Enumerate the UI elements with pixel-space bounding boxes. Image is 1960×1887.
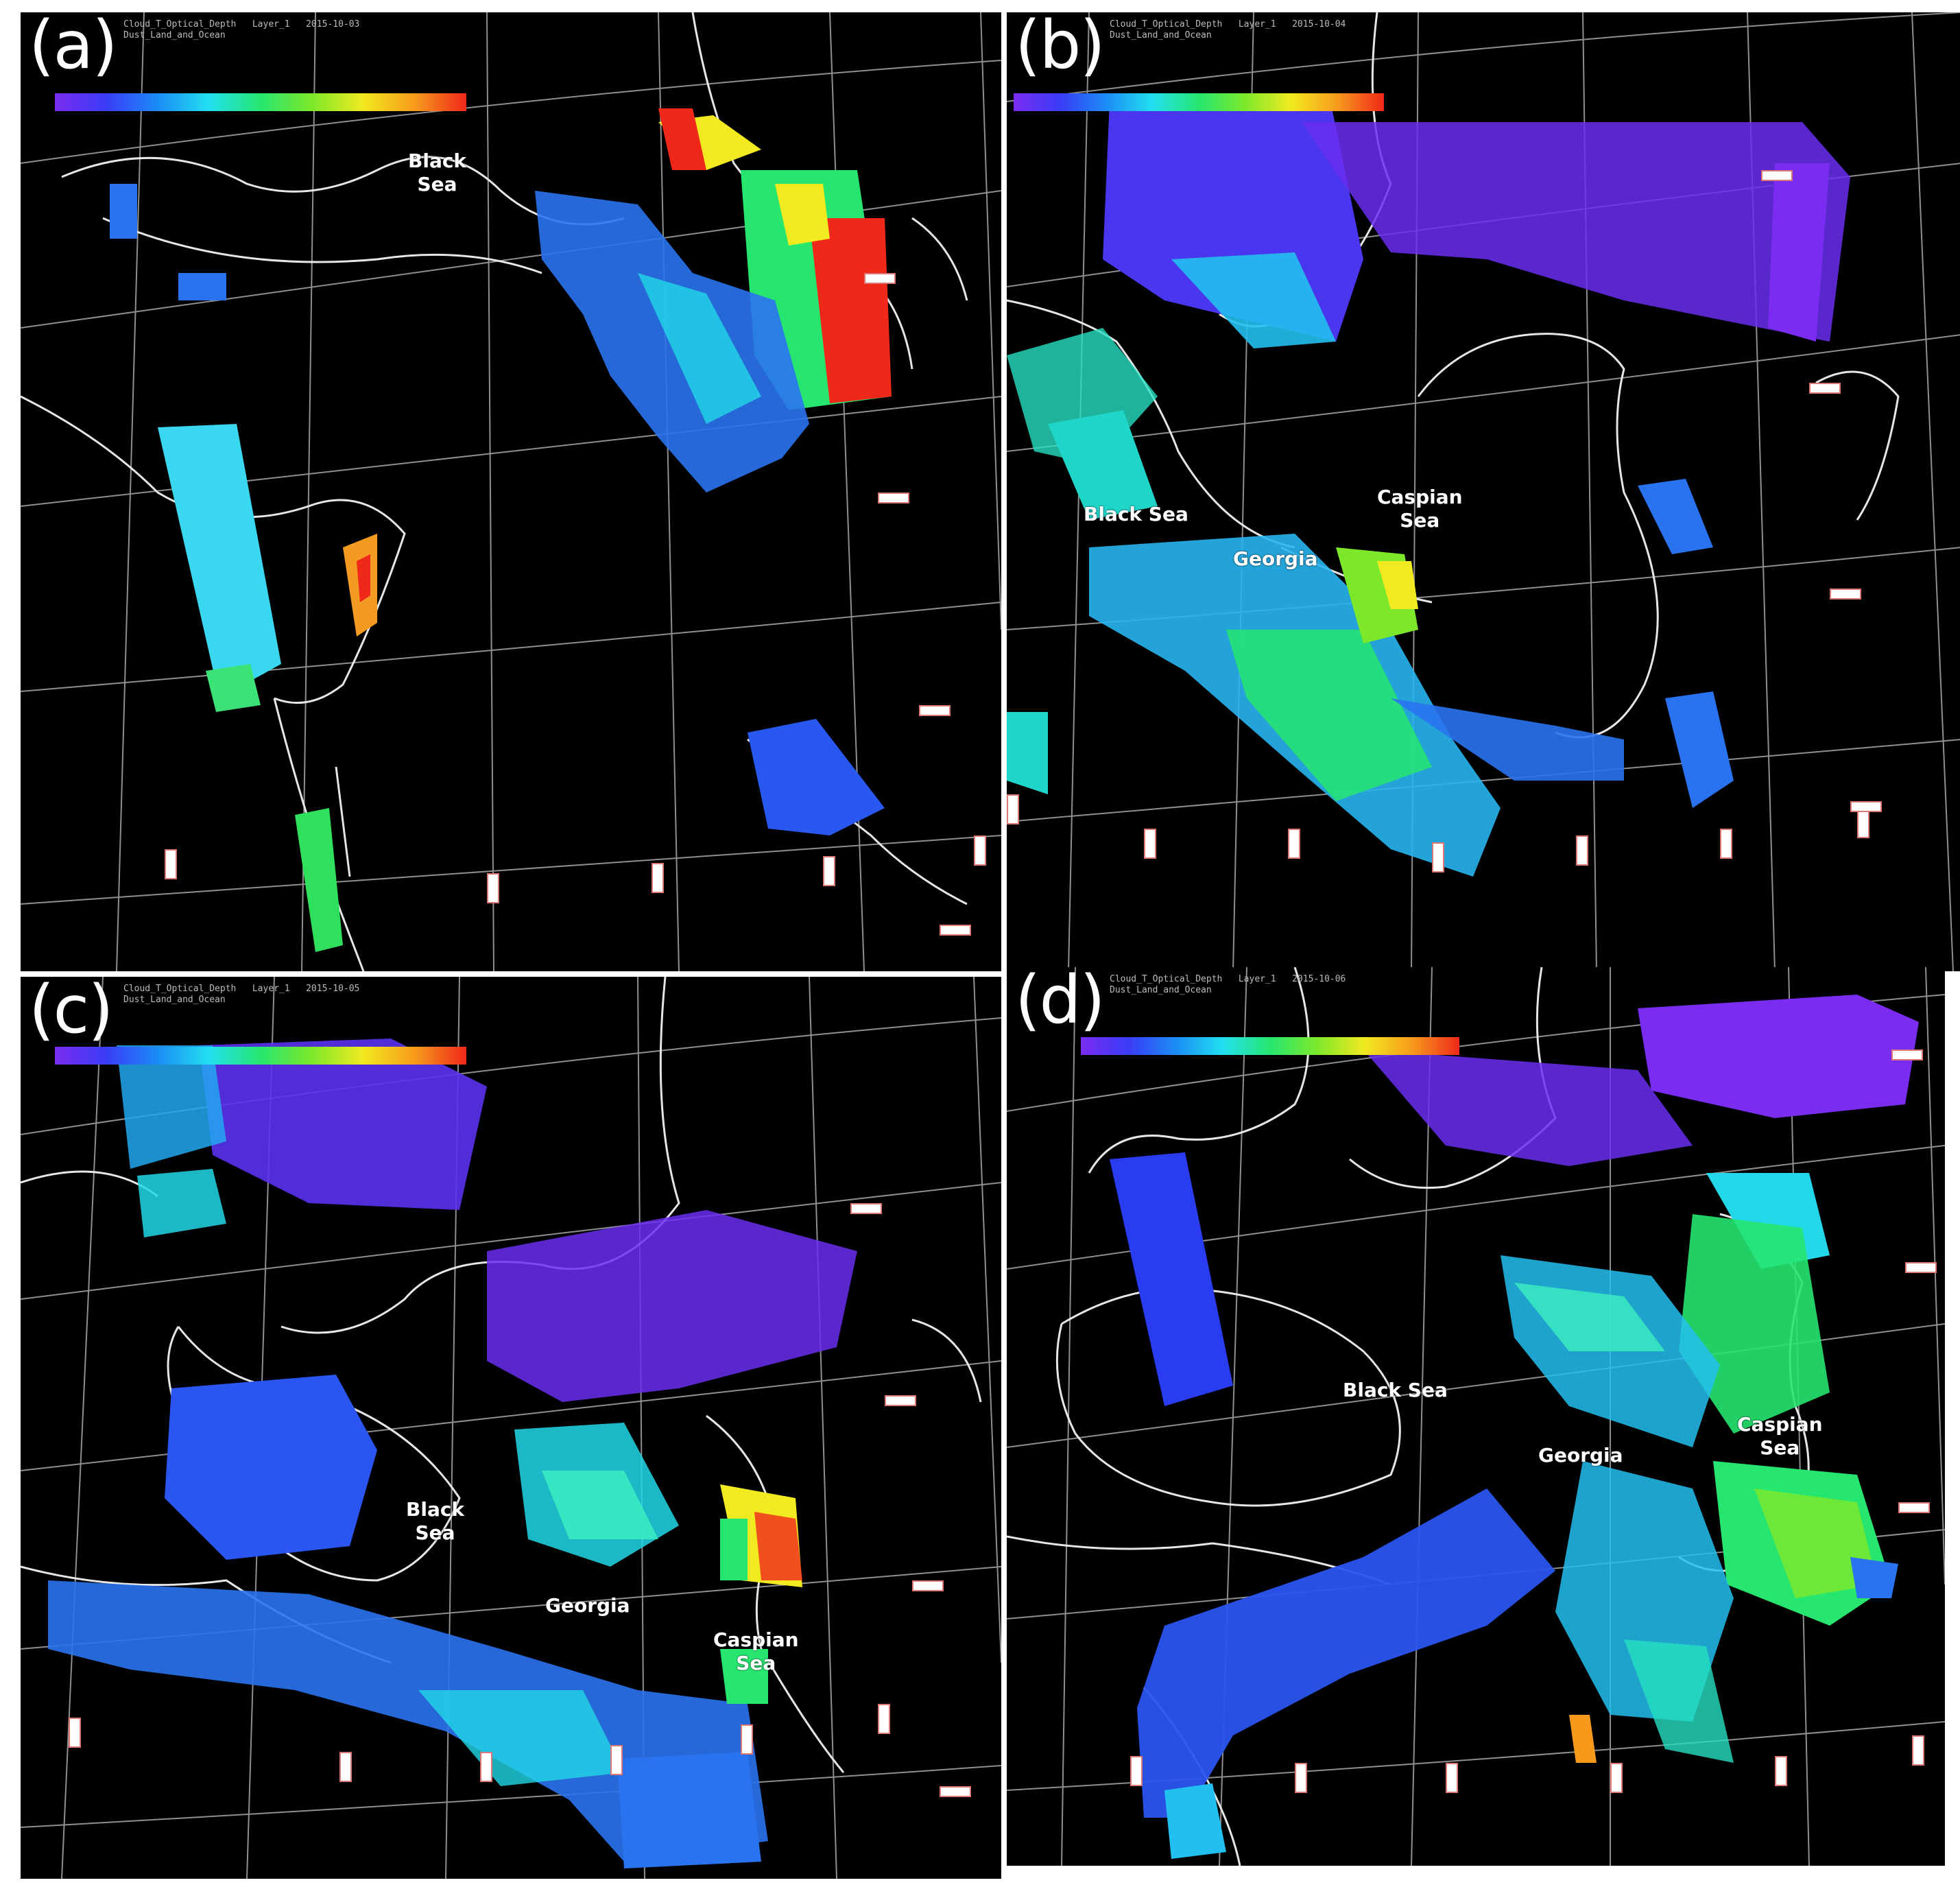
plume-swath-west	[158, 424, 281, 698]
lon-tick	[1610, 1763, 1623, 1793]
lat-tick	[1809, 383, 1841, 394]
sea-label-caspian-sea: Caspian Sea	[1737, 1413, 1823, 1459]
sea-label-caspian-sea: Caspian Sea	[713, 1628, 799, 1674]
sea-label-black-sea: Black Sea	[1084, 503, 1188, 525]
lat-tick	[1891, 1049, 1923, 1060]
lat-tick	[919, 705, 951, 716]
country-label-georgia: Georgia	[1233, 547, 1318, 570]
lon-tick	[652, 863, 664, 893]
country-label-georgia: Georgia	[1538, 1444, 1623, 1467]
panel-header: Cloud_T_Optical_Depth Layer_1 2015-10-06…	[1110, 974, 1346, 995]
panel-header: Cloud_T_Optical_Depth Layer_1 2015-10-05…	[123, 984, 360, 1005]
lon-tick	[69, 1718, 81, 1748]
lat-tick	[940, 925, 971, 936]
lon-tick	[1446, 1763, 1458, 1793]
panel-label: (c)	[29, 977, 114, 1048]
panel-label: (a)	[29, 12, 118, 84]
panel-label: (b)	[1015, 12, 1106, 84]
lat-tick	[940, 1786, 971, 1797]
panel-c: (c) Cloud_T_Optical_Depth Layer_1 2015-1…	[21, 977, 1001, 1879]
lat-tick	[912, 1580, 944, 1591]
map-a	[21, 12, 1001, 971]
aerosol-plumes	[110, 108, 892, 952]
map-b	[1007, 12, 1960, 971]
lat-tick	[1761, 170, 1793, 181]
colorbar	[55, 1047, 466, 1065]
lon-tick	[1912, 1735, 1924, 1766]
colorbar	[55, 93, 466, 111]
lon-tick	[1576, 835, 1588, 866]
lon-tick	[480, 1752, 492, 1782]
lon-tick	[974, 835, 986, 866]
lon-tick	[741, 1724, 753, 1755]
lat-tick	[864, 273, 896, 284]
lat-tick	[1898, 1502, 1930, 1513]
lat-tick	[885, 1395, 916, 1406]
lon-tick	[1432, 842, 1444, 873]
lon-tick	[165, 849, 177, 879]
lon-tick	[823, 856, 835, 886]
map-c	[21, 977, 1001, 1879]
colorbar	[1014, 93, 1384, 111]
panel-d: (d) Cloud_T_Optical_Depth Layer_1 2015-1…	[1007, 967, 1945, 1866]
lat-tick	[878, 492, 909, 503]
lat-tick	[850, 1203, 882, 1214]
lon-tick	[1857, 808, 1869, 838]
colorbar	[1081, 1037, 1459, 1055]
panel-label: (d)	[1015, 967, 1106, 1039]
lon-tick	[1288, 829, 1300, 859]
lon-tick	[1720, 829, 1732, 859]
panel-a: (a) Cloud_T_Optical_Depth Layer_1 2015-1…	[21, 12, 1001, 971]
sea-label-caspian-sea: Caspian Sea	[1377, 486, 1463, 532]
map-d	[1007, 967, 1945, 1866]
lon-tick	[487, 873, 499, 903]
country-label-georgia: Georgia	[545, 1594, 630, 1617]
lon-tick	[339, 1752, 352, 1782]
graticule	[21, 12, 1001, 971]
sea-label-black-sea: Black Sea	[1343, 1379, 1448, 1401]
panel-header: Cloud_T_Optical_Depth Layer_1 2015-10-03…	[123, 19, 360, 40]
lat-tick	[1850, 801, 1882, 812]
lon-tick	[1295, 1763, 1307, 1793]
panel-header: Cloud_T_Optical_Depth Layer_1 2015-10-04…	[1110, 19, 1346, 40]
lon-tick	[878, 1704, 890, 1734]
lon-tick	[610, 1745, 623, 1775]
sea-label-black-sea: Black Sea	[406, 1498, 465, 1544]
lon-tick	[1130, 1756, 1143, 1786]
panel-b: (b) Cloud_T_Optical_Depth Layer_1 2015-1…	[1007, 12, 1960, 971]
lat-tick	[1830, 589, 1861, 600]
lat-tick	[1905, 1262, 1937, 1273]
lon-tick	[1775, 1756, 1787, 1786]
lon-tick	[1144, 829, 1156, 859]
sea-label-black-sea: Black Sea	[408, 150, 467, 195]
lon-tick	[1007, 794, 1019, 824]
